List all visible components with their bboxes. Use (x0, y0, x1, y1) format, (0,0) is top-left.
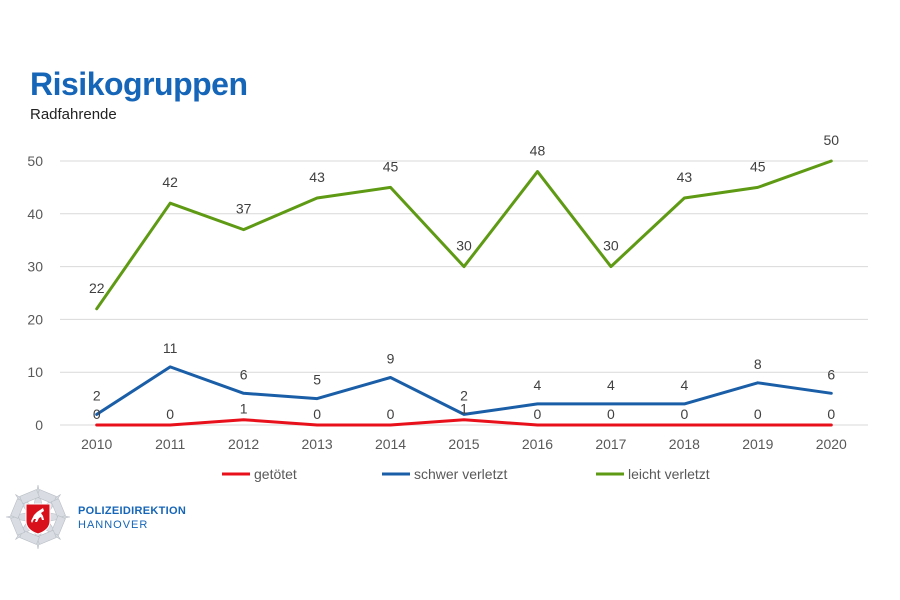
x-tick-label: 2015 (448, 436, 479, 452)
x-tick-label: 2011 (155, 436, 185, 452)
data-label: 30 (456, 238, 472, 254)
data-label: 0 (827, 406, 835, 422)
y-axis-ticks: 0 10 20 30 40 50 (27, 153, 43, 433)
data-label: 48 (530, 143, 546, 159)
y-tick-label: 30 (27, 259, 43, 275)
logo-city: HANNOVER (78, 519, 149, 531)
data-label: 4 (680, 377, 688, 393)
data-label: 4 (534, 377, 542, 393)
series-line-2 (95, 365, 833, 416)
data-label: 0 (534, 406, 542, 422)
x-tick-label: 2017 (595, 436, 626, 452)
data-label: 0 (93, 406, 101, 422)
data-label: 8 (754, 356, 762, 372)
y-tick-label: 10 (27, 364, 43, 380)
data-label: 37 (236, 201, 252, 217)
chart-subtitle: Radfahrende (30, 106, 117, 123)
logo-name: POLIZEIDIREKTION (78, 505, 187, 517)
data-label: 9 (387, 350, 395, 366)
y-tick-label: 50 (27, 153, 43, 169)
data-label: 5 (313, 372, 321, 388)
x-tick-label: 2013 (302, 436, 333, 452)
y-tick-label: 40 (27, 206, 43, 222)
x-tick-label: 2016 (522, 436, 553, 452)
series-lines (95, 159, 833, 427)
series-line-3 (95, 159, 833, 311)
data-label: 2 (460, 387, 468, 403)
data-label: 0 (680, 406, 688, 422)
x-tick-label: 2018 (669, 436, 700, 452)
x-tick-label: 2020 (816, 436, 847, 452)
data-label: 0 (754, 406, 762, 422)
x-tick-label: 2012 (228, 436, 259, 452)
x-tick-label: 2014 (375, 436, 406, 452)
data-label: 0 (387, 406, 395, 422)
data-label: 1 (240, 401, 248, 417)
y-tick-label: 20 (27, 311, 43, 327)
data-label: 45 (750, 158, 766, 174)
legend-label-1: getötet (254, 466, 297, 482)
x-tick-label: 2019 (742, 436, 773, 452)
data-label: 0 (313, 406, 321, 422)
data-label: 42 (162, 174, 178, 190)
x-axis-ticks: 2010 2011 2012 2013 2014 2015 2016 2017 2018 2019… (81, 436, 847, 452)
data-label: 45 (383, 158, 399, 174)
data-label: 22 (89, 280, 105, 296)
data-label: 43 (309, 169, 325, 185)
series-line-1 (95, 418, 833, 427)
chart-title: Risikogruppen (30, 66, 248, 102)
data-label: 6 (240, 366, 248, 382)
y-tick-label: 0 (35, 417, 43, 433)
legend-label-3: leicht verletzt (628, 466, 710, 482)
data-label: 0 (166, 406, 174, 422)
data-label: 0 (607, 406, 615, 422)
data-label: 6 (827, 366, 835, 382)
data-label: 30 (603, 238, 619, 254)
legend: getötet schwer verletzt leicht verletzt (222, 466, 710, 482)
data-label: 4 (607, 377, 615, 393)
legend-label-2: schwer verletzt (414, 466, 507, 482)
x-tick-label: 2010 (81, 436, 112, 452)
data-label: 11 (163, 340, 178, 356)
polizei-star-logo (5, 484, 71, 550)
data-label: 43 (677, 169, 693, 185)
data-label: 1 (460, 401, 468, 417)
data-label: 50 (823, 132, 839, 148)
data-label: 2 (93, 387, 101, 403)
